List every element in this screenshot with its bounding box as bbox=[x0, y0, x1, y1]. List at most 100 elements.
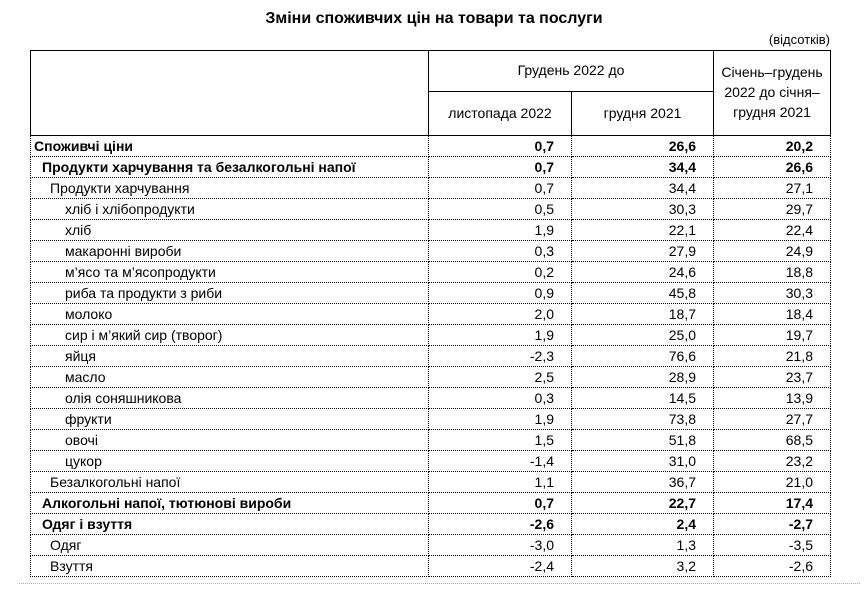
header-group-december-2022: Грудень 2022 до bbox=[427, 50, 715, 92]
row-value: 2,5 bbox=[428, 366, 572, 388]
row-value: 27,1 bbox=[713, 177, 832, 199]
row-value: 14,5 bbox=[570, 387, 715, 409]
row-label: Взуття bbox=[30, 555, 429, 577]
row-value: 0,7 bbox=[428, 156, 572, 178]
faint-gridline bbox=[19, 583, 860, 584]
table-row: риба та продукти з риби 0,9 45,8 30,3 bbox=[30, 282, 832, 304]
table-row: хліб і хлібопродукти 0,5 30,3 29,7 bbox=[30, 198, 832, 220]
row-value: 23,2 bbox=[713, 450, 832, 472]
table-header: Грудень 2022 до Січень–грудень 2022 до с… bbox=[30, 50, 832, 136]
row-label: масло bbox=[30, 366, 429, 388]
row-value: 0,3 bbox=[428, 240, 572, 262]
table-row: Безалкогольні напої 1,1 36,7 21,0 bbox=[30, 471, 832, 493]
row-label: риба та продукти з риби bbox=[30, 282, 429, 304]
row-value: 18,8 bbox=[713, 261, 832, 283]
table-row: яйця -2,3 76,6 21,8 bbox=[30, 345, 832, 367]
header-period-jan-dec: Січень–грудень 2022 до січня–грудня 2021 bbox=[713, 50, 832, 136]
row-label: м’ясо та м’ясопродукти bbox=[30, 261, 429, 283]
row-value: 2,4 bbox=[570, 513, 715, 535]
row-value: 19,7 bbox=[713, 324, 832, 346]
row-value: 30,3 bbox=[713, 282, 832, 304]
row-value: -3,5 bbox=[713, 534, 832, 556]
row-label: Одяг і взуття bbox=[30, 513, 429, 535]
row-value: 27,7 bbox=[713, 408, 832, 430]
row-value: 1,9 bbox=[428, 219, 572, 241]
table-body: Споживчі ціни 0,7 26,6 20,2 Продукти харчува… bbox=[30, 135, 832, 577]
row-label: хліб і хлібопродукти bbox=[30, 198, 429, 220]
row-value: 26,6 bbox=[713, 156, 832, 178]
table-row: м’ясо та м’ясопродукти 0,2 24,6 18,8 bbox=[30, 261, 832, 283]
row-label: Алкогольні напої, тютюнові вироби bbox=[30, 492, 429, 514]
row-value: 24,6 bbox=[570, 261, 715, 283]
row-value: 1,5 bbox=[428, 429, 572, 451]
row-value: 34,4 bbox=[570, 177, 715, 199]
header-empty-cell bbox=[30, 50, 429, 136]
header-sub-november-2022: листопада 2022 bbox=[428, 91, 572, 136]
table-row: Одяг -3,0 1,3 -3,5 bbox=[30, 534, 832, 556]
row-label: овочі bbox=[30, 429, 429, 451]
table-row: масло 2,5 28,9 23,7 bbox=[30, 366, 832, 388]
row-label: молоко bbox=[30, 303, 429, 325]
row-label: фрукти bbox=[30, 408, 429, 430]
row-value: 21,8 bbox=[713, 345, 832, 367]
row-value: -1,4 bbox=[428, 450, 572, 472]
row-value: 18,4 bbox=[713, 303, 832, 325]
row-value: 73,8 bbox=[570, 408, 715, 430]
row-label: Продукти харчування та безалкогольні нап… bbox=[30, 156, 429, 178]
row-value: 22,1 bbox=[570, 219, 715, 241]
row-value: 26,6 bbox=[570, 135, 715, 157]
row-value: 3,2 bbox=[570, 555, 715, 577]
row-label: Одяг bbox=[30, 534, 429, 556]
row-value: 23,7 bbox=[713, 366, 832, 388]
row-value: 30,3 bbox=[570, 198, 715, 220]
row-value: 45,8 bbox=[570, 282, 715, 304]
row-value: 0,7 bbox=[428, 492, 572, 514]
row-label: цукор bbox=[30, 450, 429, 472]
row-label: Безалкогольні напої bbox=[30, 471, 429, 493]
table-row: Споживчі ціни 0,7 26,6 20,2 bbox=[30, 135, 832, 157]
row-label: сир і м’який сир (творог) bbox=[30, 324, 429, 346]
row-value: -2,7 bbox=[713, 513, 832, 535]
row-value: 36,7 bbox=[570, 471, 715, 493]
row-label: макаронні вироби bbox=[30, 240, 429, 262]
row-value: 22,4 bbox=[713, 219, 832, 241]
row-value: -2,3 bbox=[428, 345, 572, 367]
row-value: 1,9 bbox=[428, 408, 572, 430]
row-value: 1,3 bbox=[570, 534, 715, 556]
row-value: 2,0 bbox=[428, 303, 572, 325]
row-label: хліб bbox=[30, 219, 429, 241]
row-value: 29,7 bbox=[713, 198, 832, 220]
row-value: 31,0 bbox=[570, 450, 715, 472]
table-row: сир і м’який сир (творог) 1,9 25,0 19,7 bbox=[30, 324, 832, 346]
row-value: 0,5 bbox=[428, 198, 572, 220]
table-row: овочі 1,5 51,8 68,5 bbox=[30, 429, 832, 451]
row-label: Продукти харчування bbox=[30, 177, 429, 199]
row-value: 1,9 bbox=[428, 324, 572, 346]
table-row: Взуття -2,4 3,2 -2,6 bbox=[30, 555, 832, 577]
row-label: олія соняшникова bbox=[30, 387, 429, 409]
row-value: 76,6 bbox=[570, 345, 715, 367]
table-row: хліб 1,9 22,1 22,4 bbox=[30, 219, 832, 241]
table-row: Продукти харчування та безалкогольні нап… bbox=[30, 156, 832, 178]
units-note: (відсотків) bbox=[768, 32, 830, 47]
row-value: -2,6 bbox=[428, 513, 572, 535]
table-row: Продукти харчування 0,7 34,4 27,1 bbox=[30, 177, 832, 199]
row-value: -3,0 bbox=[428, 534, 572, 556]
row-value: 18,7 bbox=[570, 303, 715, 325]
row-label: яйця bbox=[30, 345, 429, 367]
row-value: 21,0 bbox=[713, 471, 832, 493]
row-value: 20,2 bbox=[713, 135, 832, 157]
row-value: 0,2 bbox=[428, 261, 572, 283]
row-value: 1,1 bbox=[428, 471, 572, 493]
row-value: 51,8 bbox=[570, 429, 715, 451]
row-value: 68,5 bbox=[713, 429, 832, 451]
row-value: 0,7 bbox=[428, 135, 572, 157]
row-value: 0,3 bbox=[428, 387, 572, 409]
row-value: 22,7 bbox=[570, 492, 715, 514]
header-sub-december-2021: грудня 2021 bbox=[570, 91, 715, 136]
row-value: 25,0 bbox=[570, 324, 715, 346]
table-row: цукор -1,4 31,0 23,2 bbox=[30, 450, 832, 472]
table-row: макаронні вироби 0,3 27,9 24,9 bbox=[30, 240, 832, 262]
table-row: Одяг і взуття -2,6 2,4 -2,7 bbox=[30, 513, 832, 535]
table-row: олія соняшникова 0,3 14,5 13,9 bbox=[30, 387, 832, 409]
